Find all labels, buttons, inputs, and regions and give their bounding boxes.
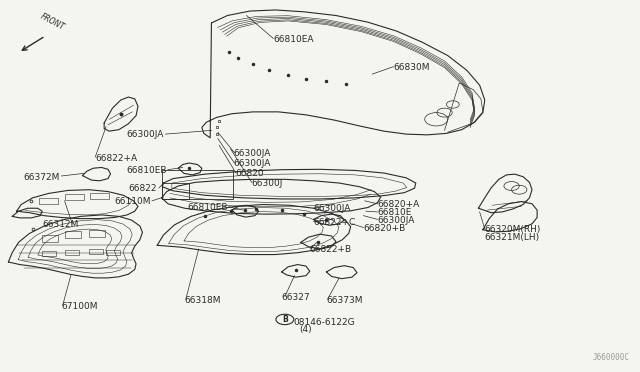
Text: 66318M: 66318M xyxy=(184,296,221,305)
Text: 66810EB: 66810EB xyxy=(126,166,167,175)
Bar xyxy=(163,170,232,199)
Text: 66300JA: 66300JA xyxy=(314,205,351,214)
Text: 66300JA: 66300JA xyxy=(126,129,164,139)
Text: 66822+B: 66822+B xyxy=(309,244,351,253)
Text: 66822: 66822 xyxy=(129,185,157,193)
Text: 66830M: 66830M xyxy=(394,63,430,72)
Text: 66300JA: 66300JA xyxy=(378,216,415,225)
Text: 66327: 66327 xyxy=(282,293,310,302)
Text: (4): (4) xyxy=(300,325,312,334)
Text: 66820+A: 66820+A xyxy=(378,200,420,209)
Text: 08146-6122G: 08146-6122G xyxy=(293,318,355,327)
Bar xyxy=(39,198,58,204)
Bar xyxy=(65,194,84,200)
Bar xyxy=(90,193,109,199)
Text: 66373M: 66373M xyxy=(326,296,363,305)
Text: J660000C: J660000C xyxy=(593,353,630,362)
Bar xyxy=(65,231,81,238)
Text: 66320M(RH): 66320M(RH) xyxy=(484,225,541,234)
Bar xyxy=(42,235,58,241)
Text: 66321M(LH): 66321M(LH) xyxy=(484,232,540,242)
Text: 66300JA: 66300JA xyxy=(234,159,271,168)
Text: 66312M: 66312M xyxy=(42,221,79,230)
Text: 66300J: 66300J xyxy=(252,179,283,187)
Text: 66810E: 66810E xyxy=(378,208,412,217)
Text: 66820+B: 66820+B xyxy=(364,224,406,233)
Bar xyxy=(65,250,79,255)
Bar xyxy=(106,250,120,255)
Text: 66822+A: 66822+A xyxy=(95,154,138,163)
Text: 66822+C: 66822+C xyxy=(314,218,356,227)
Text: B: B xyxy=(282,315,288,324)
Text: 66820: 66820 xyxy=(236,169,264,178)
Bar xyxy=(42,251,56,256)
Text: FRONT: FRONT xyxy=(39,12,66,32)
Text: 66810EA: 66810EA xyxy=(273,35,314,44)
Text: 67100M: 67100M xyxy=(61,302,98,311)
Bar xyxy=(89,231,105,237)
Text: 66372M: 66372M xyxy=(24,173,60,182)
Bar xyxy=(89,249,103,254)
Text: 66300JA: 66300JA xyxy=(234,149,271,158)
Text: 66810EB: 66810EB xyxy=(187,203,227,212)
Text: 66110M: 66110M xyxy=(115,197,151,206)
